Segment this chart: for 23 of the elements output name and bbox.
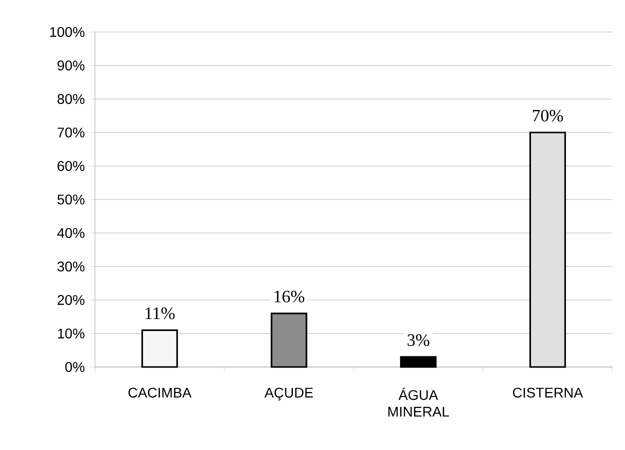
y-tick-label: 30% [57,262,84,272]
y-tick-label: 0% [65,362,84,372]
data-label: 3% [408,334,430,346]
y-tick-label: 50% [58,194,84,204]
y-tick-label: 60% [58,161,84,171]
x-tick-label: ÁGUA MINERAL [388,388,449,417]
bar [270,312,308,368]
x-tick-label: AÇUDE [264,388,313,400]
y-tick-label: 10% [58,328,84,338]
y-tick-label: 40% [57,228,84,238]
y-tick-label: 20% [58,295,84,305]
y-tick-label: 80% [58,94,84,104]
data-label: 16% [274,290,304,302]
y-tick-label: 70% [58,128,84,138]
y-tick-label: 90% [58,60,84,70]
bar [141,329,178,368]
data-label: 70% [532,110,563,122]
bar [529,132,566,368]
data-label: 11% [146,307,175,320]
x-tick-label: CACIMBA [128,388,192,398]
bar [400,356,437,368]
y-tick-label: 100% [50,27,84,37]
x-tick-label: CISTERNA [512,388,584,398]
